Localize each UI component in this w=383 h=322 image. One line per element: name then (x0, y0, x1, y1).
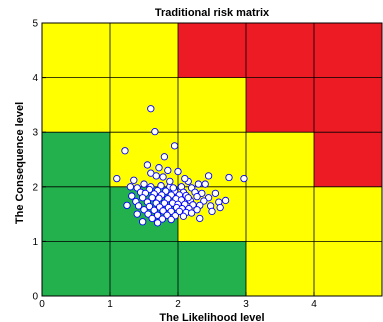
risk-cell-red (178, 23, 246, 78)
data-point (148, 214, 156, 223)
data-point (134, 202, 143, 210)
data-point (225, 173, 233, 182)
risk-cell-yellow (246, 186, 314, 242)
data-point (152, 172, 160, 180)
data-point (153, 211, 162, 219)
data-point (113, 174, 121, 183)
risk-cell-green (110, 241, 178, 296)
y-tick-label: 4 (32, 73, 38, 84)
data-point (128, 192, 136, 200)
data-point (193, 206, 201, 214)
data-point (187, 209, 196, 217)
data-point (159, 173, 167, 181)
data-point (151, 128, 159, 136)
data-point (204, 172, 213, 180)
risk-cell-yellow (178, 77, 246, 133)
y-tick-label: 0 (32, 292, 38, 303)
risk-cells (42, 23, 382, 296)
y-tick-label: 3 (32, 128, 38, 139)
risk-cell-yellow (178, 132, 246, 187)
data-point (153, 219, 162, 227)
data-point (155, 164, 163, 172)
data-point (147, 105, 155, 113)
data-point (170, 142, 179, 150)
data-point (160, 153, 169, 161)
risk-cell-yellow (314, 241, 382, 296)
data-point (138, 218, 147, 226)
data-point (138, 194, 147, 202)
data-point (144, 210, 152, 218)
data-point (240, 174, 248, 183)
data-point (221, 196, 230, 205)
risk-cell-green (42, 241, 110, 296)
chart-title: Traditional risk matrix (155, 7, 270, 19)
data-point (123, 201, 131, 210)
grid-lines (42, 23, 382, 296)
data-point (211, 189, 220, 198)
data-points (113, 105, 248, 227)
data-point (174, 167, 182, 176)
risk-cell-yellow (246, 241, 314, 296)
data-point (216, 203, 224, 212)
data-point (159, 207, 167, 215)
data-point (140, 206, 148, 214)
data-point (200, 197, 208, 205)
data-point (179, 212, 188, 220)
data-point (143, 161, 152, 169)
data-point (194, 180, 203, 188)
data-point (196, 214, 204, 223)
data-point (184, 194, 192, 202)
risk-cell-yellow (42, 23, 110, 78)
data-point (164, 166, 172, 175)
x-tick-label: 4 (311, 299, 317, 310)
plot-frame (41, 22, 383, 297)
risk-cell-yellow (314, 186, 382, 242)
risk-cell-red (314, 132, 382, 187)
risk-cell-red (246, 23, 314, 78)
x-tick-label: 3 (243, 299, 249, 310)
data-point (126, 183, 135, 191)
risk-cell-yellow (110, 23, 178, 78)
data-point (208, 207, 216, 216)
data-point (193, 192, 201, 201)
y-axis-label: The Consequence level (14, 102, 26, 224)
data-point (130, 176, 138, 184)
data-point (140, 180, 148, 188)
data-point (121, 147, 129, 155)
y-tick-label: 1 (32, 237, 38, 248)
data-point (167, 215, 175, 224)
data-point (175, 207, 184, 216)
data-point (166, 177, 174, 185)
x-axis-label: The Likelihood level (159, 312, 264, 322)
y-ticks: 0 1 2 3 4 5 (32, 19, 46, 303)
risk-cell-yellow (246, 132, 314, 187)
risk-cell-green (42, 132, 110, 187)
data-point (150, 206, 158, 214)
y-tick-label: 5 (32, 19, 38, 30)
data-point (163, 211, 171, 219)
risk-cell-green (42, 186, 110, 242)
risk-cell-yellow (42, 77, 110, 133)
data-point (133, 210, 141, 218)
data-point (201, 180, 209, 188)
data-point (158, 215, 167, 223)
x-tick-label: 1 (107, 299, 113, 310)
risk-cell-yellow (110, 77, 178, 133)
x-ticks: 0 1 2 3 4 (39, 292, 317, 310)
risk-cell-red (314, 77, 382, 133)
data-point (157, 182, 165, 190)
y-tick-label: 2 (32, 182, 38, 193)
risk-cell-red (246, 77, 314, 133)
data-point (160, 199, 169, 207)
data-point (181, 174, 189, 183)
data-point (145, 202, 154, 211)
risk-cell-green (178, 241, 246, 296)
x-tick-label: 2 (175, 299, 181, 310)
x-tick-label: 0 (39, 299, 45, 310)
data-point (169, 184, 177, 192)
risk-cell-red (314, 23, 382, 78)
